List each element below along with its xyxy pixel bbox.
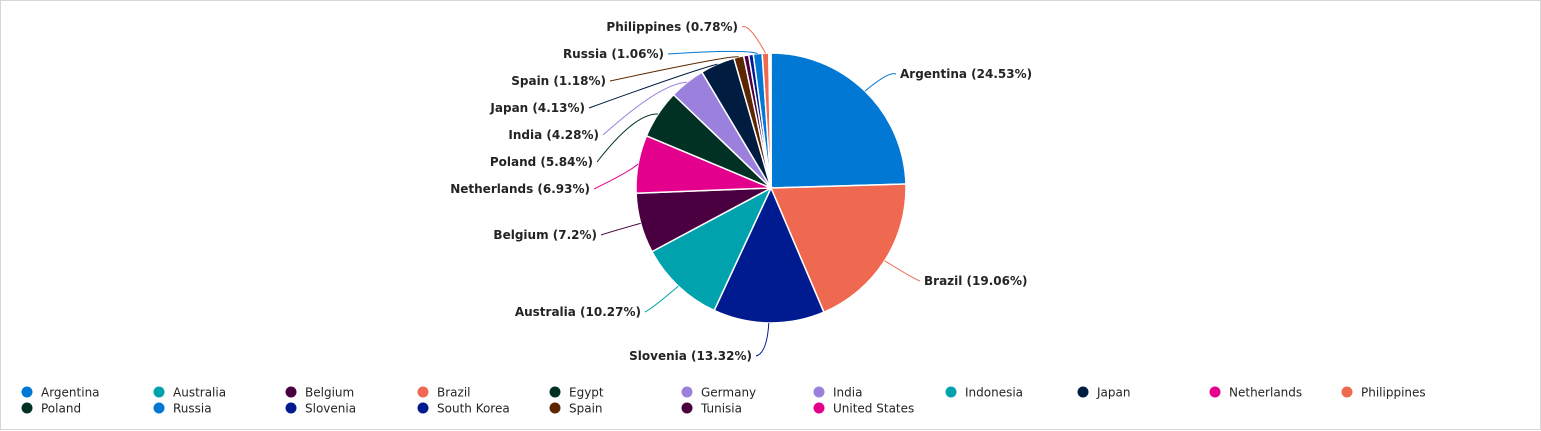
legend-item-south-korea[interactable]: South Korea — [418, 402, 510, 416]
slice-label-belgium: Belgium (7.2%) — [493, 228, 597, 242]
legend-label: Egypt — [569, 386, 604, 400]
legend-label: Belgium — [305, 386, 354, 400]
legend-label: Philippines — [1361, 386, 1426, 400]
leader-line-philippines — [742, 27, 766, 54]
legend-label: United States — [833, 402, 914, 416]
legend-item-poland[interactable]: Poland — [22, 402, 82, 416]
legend-marker — [418, 387, 429, 398]
legend-marker — [946, 387, 957, 398]
legend-item-australia[interactable]: Australia — [154, 386, 227, 400]
legend-marker — [418, 403, 429, 414]
leader-line-russia — [668, 51, 758, 54]
legend-label: Slovenia — [305, 402, 356, 416]
slice-label-philippines: Philippines (0.78%) — [606, 20, 738, 34]
legend-item-philippines[interactable]: Philippines — [1342, 386, 1426, 400]
legend-label: Australia — [173, 386, 226, 400]
legend-item-netherlands[interactable]: Netherlands — [1210, 386, 1303, 400]
leader-line-argentina — [865, 74, 896, 91]
slice-label-slovenia: Slovenia (13.32%) — [629, 349, 752, 363]
slice-label-australia: Australia (10.27%) — [515, 305, 641, 319]
pie-slices — [636, 53, 906, 323]
legend-marker — [286, 387, 297, 398]
legend-label: Argentina — [41, 386, 100, 400]
leader-line-slovenia — [756, 323, 769, 356]
legend-marker — [22, 387, 33, 398]
legend-marker — [154, 403, 165, 414]
legend-item-united-states[interactable]: United States — [814, 402, 915, 416]
leader-line-netherlands — [594, 164, 638, 189]
legend-label: Spain — [569, 402, 603, 416]
legend-marker — [1210, 387, 1221, 398]
legend-item-indonesia[interactable]: Indonesia — [946, 386, 1024, 400]
legend-marker — [286, 403, 297, 414]
legend-marker — [154, 387, 165, 398]
legend-marker — [1342, 387, 1353, 398]
legend-label: Tunisia — [700, 402, 742, 416]
legend-item-argentina[interactable]: Argentina — [22, 386, 100, 400]
legend-marker — [814, 387, 825, 398]
legend-item-egypt[interactable]: Egypt — [550, 386, 604, 400]
slice-label-spain: Spain (1.18%) — [511, 74, 606, 88]
slice-label-poland: Poland (5.84%) — [490, 155, 593, 169]
legend-label: Russia — [173, 402, 212, 416]
legend-marker — [550, 387, 561, 398]
legend-marker — [1078, 387, 1089, 398]
legend-label: Indonesia — [965, 386, 1023, 400]
legend-marker — [550, 403, 561, 414]
legend-item-spain[interactable]: Spain — [550, 402, 603, 416]
slice-label-russia: Russia (1.06%) — [563, 47, 664, 61]
legend-item-russia[interactable]: Russia — [154, 402, 212, 416]
legend-item-brazil[interactable]: Brazil — [418, 386, 471, 400]
legend-item-slovenia[interactable]: Slovenia — [286, 402, 357, 416]
legend-label: Japan — [1096, 386, 1130, 400]
leader-line-australia — [645, 286, 678, 312]
legend-label: Brazil — [437, 386, 471, 400]
legend-item-germany[interactable]: Germany — [682, 386, 757, 400]
legend-label: Netherlands — [1229, 386, 1302, 400]
slice-label-argentina: Argentina (24.53%) — [900, 67, 1032, 81]
slice-label-brazil: Brazil (19.06%) — [924, 274, 1028, 288]
legend-item-japan[interactable]: Japan — [1078, 386, 1131, 400]
slice-label-india: India (4.28%) — [508, 128, 599, 142]
legend-label: India — [833, 386, 862, 400]
slice-label-japan: Japan (4.13%) — [489, 101, 585, 115]
legend-marker — [682, 387, 693, 398]
leader-line-belgium — [601, 223, 641, 235]
legend: Argentina Australia Belgium Brazil Egypt Germ… — [22, 386, 1426, 416]
legend-item-india[interactable]: India — [814, 386, 863, 400]
legend-marker — [22, 403, 33, 414]
leader-line-brazil — [885, 261, 920, 281]
legend-item-tunisia[interactable]: Tunisia — [682, 402, 743, 416]
legend-label: South Korea — [437, 402, 510, 416]
legend-label: Germany — [701, 386, 756, 400]
legend-marker — [682, 403, 693, 414]
legend-marker — [814, 403, 825, 414]
slice-argentina[interactable] — [771, 53, 906, 188]
slice-label-netherlands: Netherlands (6.93%) — [450, 182, 590, 196]
legend-label: Poland — [41, 402, 81, 416]
legend-item-belgium[interactable]: Belgium — [286, 386, 355, 400]
